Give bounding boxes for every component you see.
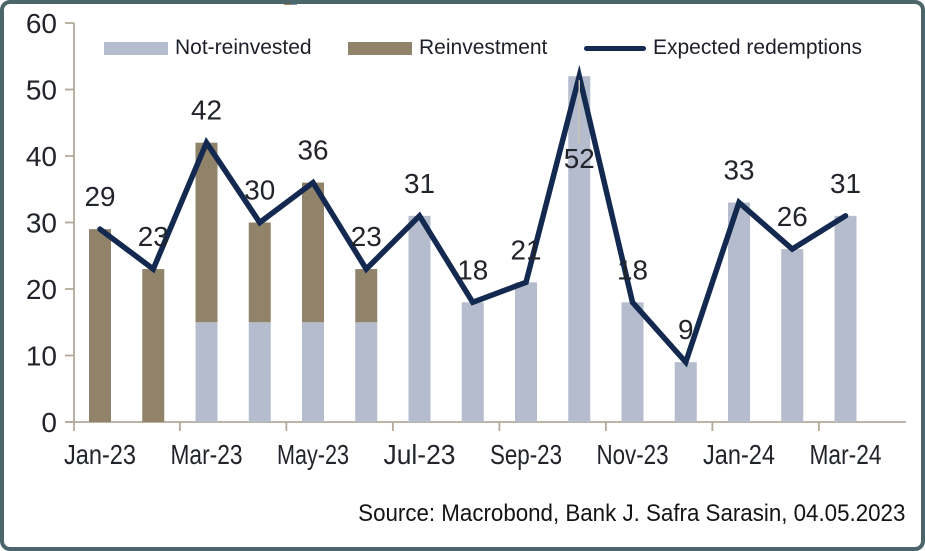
x-tick-label: Mar-23: [171, 439, 243, 470]
data-label: 18: [617, 254, 648, 285]
x-tick-label: May-23: [277, 439, 349, 470]
bar-not-reinvested: [728, 202, 750, 422]
x-tick-label: Sep-23: [490, 439, 562, 470]
data-label: 29: [85, 181, 116, 212]
y-tick-label: 50: [26, 75, 57, 106]
bar-not-reinvested: [568, 76, 591, 422]
bar-not-reinvested: [621, 302, 644, 422]
legend-swatch-not-reinvested-icon: [104, 41, 168, 55]
data-label: 23: [351, 221, 382, 252]
data-label: 21: [511, 234, 542, 265]
bar-reinvestment: [142, 269, 165, 422]
bar-not-reinvested: [781, 249, 804, 422]
cropped-artifact: [284, 3, 291, 5]
bar-not-reinvested: [355, 322, 378, 422]
bar-reinvestment: [248, 222, 271, 323]
legend-label-expected-redemptions: Expected redemptions: [653, 36, 862, 59]
legend-label-not-reinvested: Not-reinvested: [175, 36, 312, 59]
legend-swatch-reinvestment-icon: [348, 41, 412, 55]
data-label: 31: [830, 168, 861, 199]
legend-label-reinvestment: Reinvestment: [419, 36, 548, 59]
bar-reinvestment: [302, 182, 324, 323]
bar-not-reinvested: [302, 322, 324, 422]
x-tick-label: Jan-24: [703, 439, 775, 470]
legend-item-not-reinvested: Not-reinvested: [104, 34, 312, 62]
bar-reinvestment: [89, 229, 111, 422]
legend-swatch-expected-redemptions-icon: [584, 45, 646, 51]
expected-redemptions-line: [97, 64, 849, 368]
data-label: 26: [777, 201, 808, 232]
data-label: 36: [298, 135, 329, 166]
bar-not-reinvested: [674, 362, 697, 422]
bar-reinvestment: [195, 142, 218, 323]
data-label: 23: [138, 221, 169, 252]
x-tick-label: Jan-23: [64, 439, 136, 470]
x-tick-label: Nov-23: [597, 439, 669, 470]
bar-not-reinvested: [834, 215, 857, 422]
bar-not-reinvested: [195, 322, 218, 422]
source-note: Source: Macrobond, Bank J. Safra Sarasin…: [357, 500, 905, 527]
data-label: 30: [244, 175, 275, 206]
x-tick-label: Mar-24: [810, 439, 882, 470]
y-tick-label: 30: [26, 208, 57, 239]
x-tick-label: Jul-23: [384, 439, 456, 470]
y-tick-label: 0: [41, 407, 57, 438]
data-label: 42: [191, 95, 222, 126]
bar-not-reinvested: [515, 282, 537, 422]
cropped-artifact: [291, 3, 297, 5]
y-tick-label: 10: [26, 341, 57, 372]
data-label: 33: [724, 155, 755, 186]
legend-item-expected-redemptions: Expected redemptions: [584, 34, 862, 62]
data-label: 31: [404, 168, 435, 199]
bar-not-reinvested: [248, 322, 271, 422]
legend-item-reinvestment: Reinvestment: [348, 34, 547, 62]
data-label: 9: [678, 314, 694, 345]
y-tick-label: 20: [26, 274, 57, 305]
y-tick-label: 40: [26, 141, 57, 172]
bar-not-reinvested: [408, 215, 431, 422]
bar-reinvestment: [355, 269, 378, 323]
y-tick-label: 60: [26, 8, 57, 39]
data-label: 18: [457, 254, 488, 285]
data-label: 52: [564, 143, 595, 174]
bar-not-reinvested: [461, 302, 484, 422]
